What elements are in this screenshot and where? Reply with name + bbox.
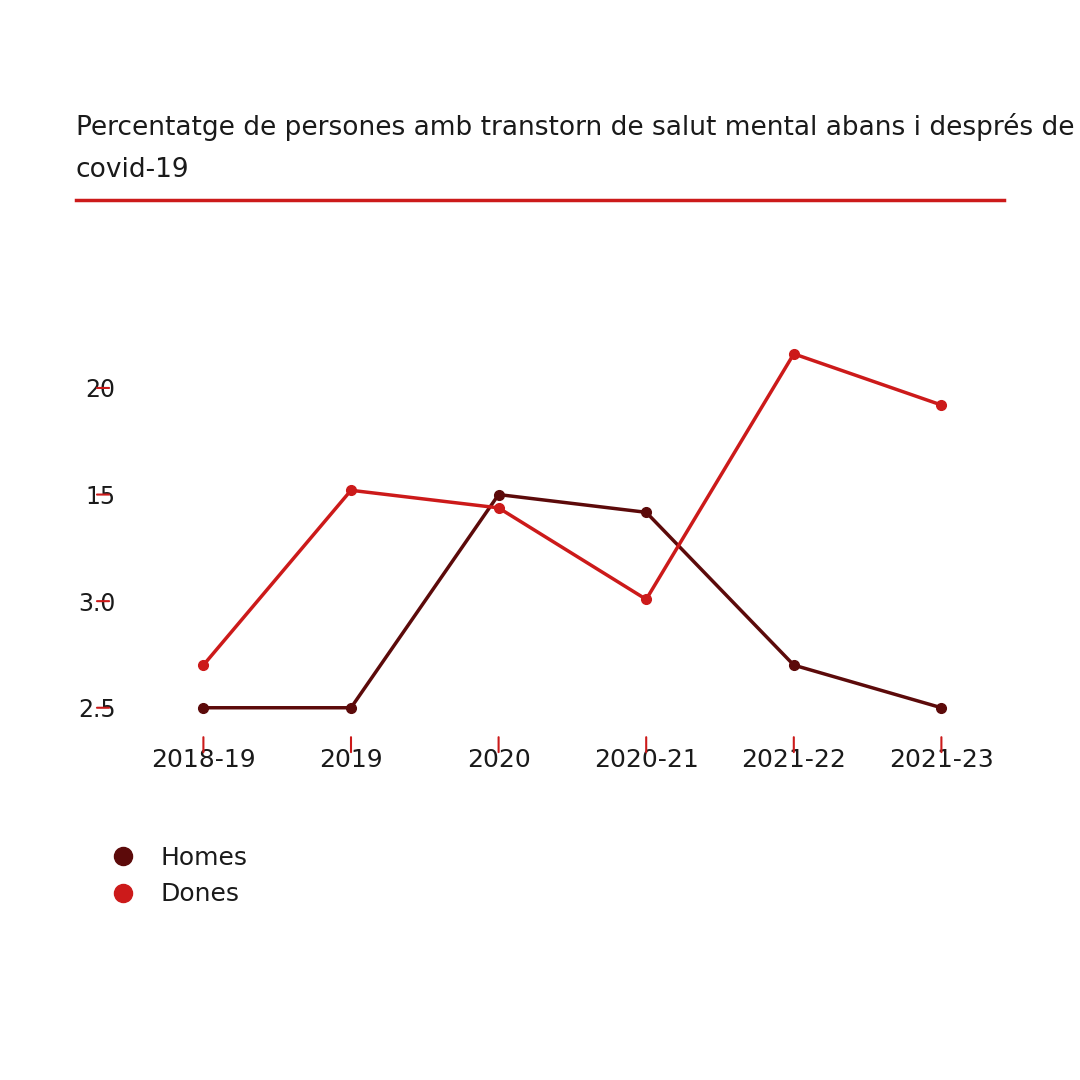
Legend: Homes, Dones: Homes, Dones [89,836,258,916]
Text: Percentatge de persones amb transtorn de salut mental abans i després de la: Percentatge de persones amb transtorn de… [76,113,1080,141]
Text: covid-19: covid-19 [76,157,189,183]
